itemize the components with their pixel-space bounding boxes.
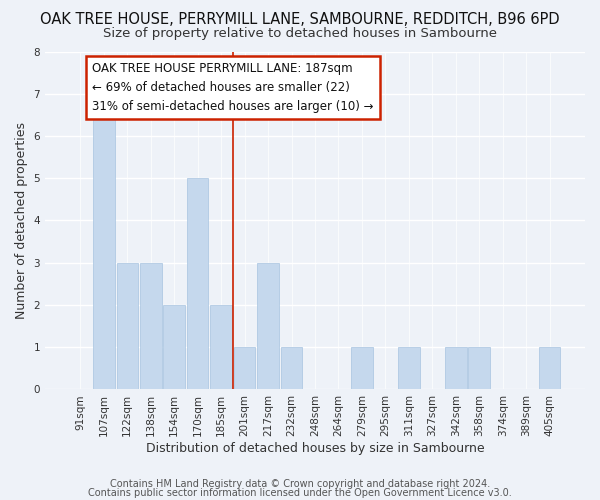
Bar	[398, 347, 419, 390]
Text: OAK TREE HOUSE, PERRYMILL LANE, SAMBOURNE, REDDITCH, B96 6PD: OAK TREE HOUSE, PERRYMILL LANE, SAMBOURN…	[40, 12, 560, 28]
Bar	[116, 262, 138, 390]
Bar	[257, 262, 279, 390]
Y-axis label: Number of detached properties: Number of detached properties	[15, 122, 28, 319]
Text: Contains public sector information licensed under the Open Government Licence v3: Contains public sector information licen…	[88, 488, 512, 498]
X-axis label: Distribution of detached houses by size in Sambourne: Distribution of detached houses by size …	[146, 442, 484, 455]
Text: Contains HM Land Registry data © Crown copyright and database right 2024.: Contains HM Land Registry data © Crown c…	[110, 479, 490, 489]
Bar	[281, 347, 302, 390]
Bar	[445, 347, 467, 390]
Bar	[351, 347, 373, 390]
Bar	[93, 94, 115, 390]
Bar	[163, 305, 185, 390]
Text: OAK TREE HOUSE PERRYMILL LANE: 187sqm
← 69% of detached houses are smaller (22)
: OAK TREE HOUSE PERRYMILL LANE: 187sqm ← …	[92, 62, 374, 113]
Bar	[211, 305, 232, 390]
Text: Size of property relative to detached houses in Sambourne: Size of property relative to detached ho…	[103, 28, 497, 40]
Bar	[469, 347, 490, 390]
Bar	[539, 347, 560, 390]
Bar	[140, 262, 161, 390]
Bar	[234, 347, 256, 390]
Bar	[187, 178, 208, 390]
